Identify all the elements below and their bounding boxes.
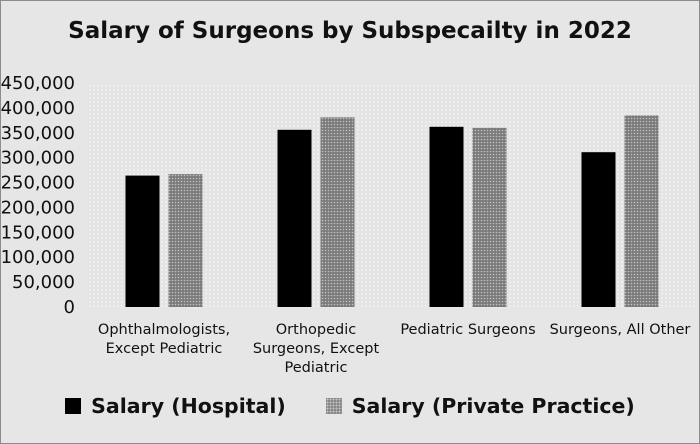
legend-item-hospital: Salary (Hospital)	[65, 394, 286, 418]
bar	[168, 174, 203, 307]
x-tick-label: Pediatric Surgeons	[400, 322, 535, 338]
y-tick-label: 150,000	[1, 222, 75, 243]
x-axis: Ophthalmologists, Except Pediatric Orthope…	[98, 322, 691, 376]
legend-label-hospital: Salary (Hospital)	[91, 394, 286, 418]
y-tick-label: 300,000	[1, 148, 75, 169]
y-tick-label: 400,000	[1, 98, 75, 119]
bar	[277, 129, 312, 307]
bar	[581, 152, 616, 307]
bar	[125, 175, 160, 307]
x-tick-label: Except Pediatric	[106, 341, 223, 357]
legend-item-private-practice: Salary (Private Practice)	[325, 394, 635, 418]
legend-label-private-practice: Salary (Private Practice)	[351, 394, 635, 418]
y-tick-label: 50,000	[12, 272, 75, 293]
y-axis: 0 50,000 100,000 150,000 200,000 250,000 300,0…	[1, 73, 75, 318]
legend-swatch-hospital	[65, 398, 82, 414]
x-tick-label: Ophthalmologists,	[98, 322, 230, 338]
bar	[624, 115, 659, 307]
x-tick-label: Orthopedic	[276, 322, 356, 338]
bar	[429, 126, 464, 307]
y-tick-label: 100,000	[1, 247, 75, 268]
chart-title: Salary of Surgeons by Subspecailty in 20…	[68, 18, 632, 44]
y-tick-label: 350,000	[1, 123, 75, 144]
x-tick-label: Surgeons, All Other	[550, 322, 691, 338]
x-tick-label: Surgeons, Except	[253, 341, 380, 357]
y-tick-label: 450,000	[1, 73, 75, 94]
bar	[320, 117, 355, 307]
y-tick-label: 0	[64, 297, 75, 318]
legend: Salary (Hospital) Salary (Private Practi…	[0, 394, 700, 418]
bar	[472, 127, 507, 307]
bars	[125, 115, 659, 307]
y-tick-label: 250,000	[1, 173, 75, 194]
legend-swatch-private-practice	[325, 398, 342, 414]
x-tick-label: Pediatric	[285, 360, 348, 376]
y-tick-label: 200,000	[1, 197, 75, 218]
